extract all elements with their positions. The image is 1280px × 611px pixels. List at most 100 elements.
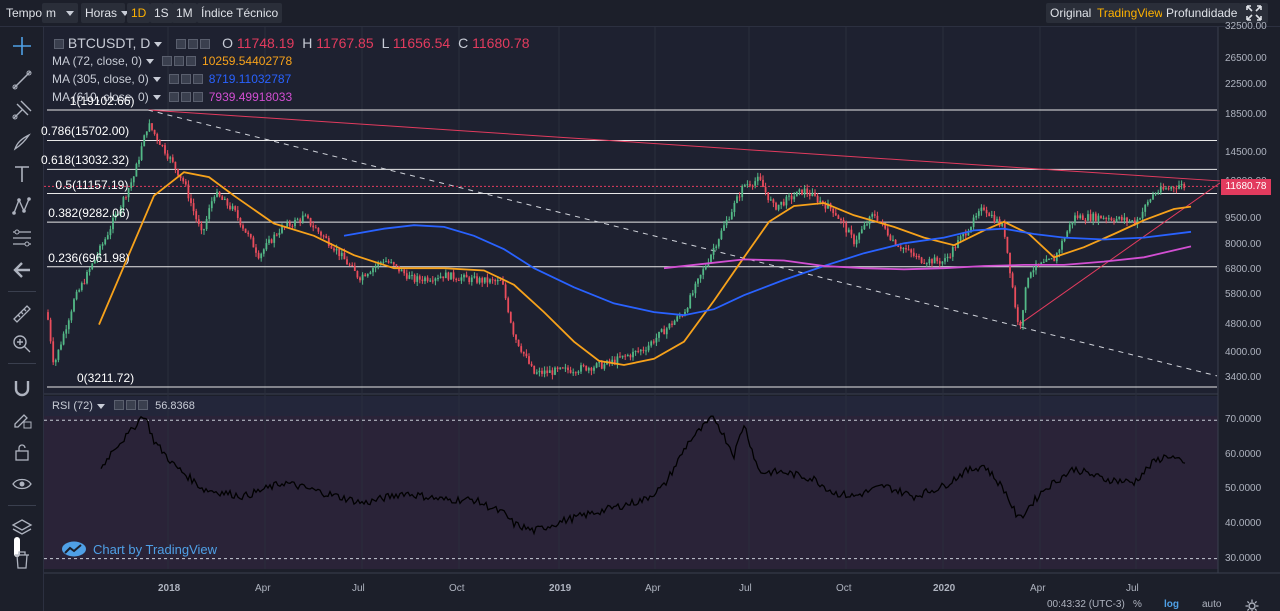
tradingview-watermark[interactable]: Chart by TradingView <box>61 540 217 560</box>
candle-body <box>941 261 944 264</box>
candle-body <box>416 276 419 282</box>
eye-icon[interactable] <box>11 473 33 495</box>
view-depth-button[interactable]: Profundidade <box>1162 3 1242 23</box>
candle-body <box>439 276 442 279</box>
zoom-icon[interactable] <box>11 333 33 355</box>
candle-body <box>684 311 686 316</box>
chart-area[interactable]: BTCUSDT, D O 11748.19 H 11767.85 L 11656.5… <box>41 21 1280 611</box>
candle-body <box>1123 217 1126 221</box>
candle-body <box>307 215 309 218</box>
ma610-line <box>663 245 1192 271</box>
candle-body <box>541 370 543 374</box>
rsi-axis-tick: 30.0000 <box>1225 552 1262 564</box>
candle-body <box>954 247 957 249</box>
rsi-label[interactable]: RSI (72) <box>52 400 93 412</box>
trendline-icon[interactable] <box>11 69 33 91</box>
candle-body <box>603 364 606 369</box>
candle-body <box>231 206 234 210</box>
candle-body <box>767 192 770 201</box>
symbol-label[interactable]: BTCUSDT, D <box>67 35 151 51</box>
pencil-lock-icon[interactable] <box>11 409 33 431</box>
ma-legend-row[interactable]: MA (610, close, 0) 7939.49918033 <box>52 89 292 105</box>
ma-legend-buttons[interactable] <box>167 90 203 104</box>
candle-body <box>273 234 276 243</box>
candle-body <box>122 197 125 207</box>
candle-body <box>707 262 710 267</box>
candle-body <box>195 211 198 220</box>
ma-legend-buttons[interactable] <box>160 54 197 68</box>
price-chart-canvas[interactable] <box>44 27 1280 611</box>
technical-index-button[interactable]: Índice Técnico <box>197 3 283 23</box>
chevron-down-icon[interactable] <box>152 95 161 101</box>
candle-body <box>1183 184 1186 188</box>
candle-body <box>314 227 317 229</box>
ma-legend-row[interactable]: MA (305, close, 0) 8719.11032787 <box>52 71 291 87</box>
candle-body <box>507 298 510 313</box>
back-arrow-icon[interactable] <box>11 259 33 281</box>
ohlc-item: O 11748.19 <box>222 35 295 51</box>
candle-body <box>897 245 900 247</box>
candle-body <box>476 276 478 283</box>
symbol-icon <box>54 39 64 49</box>
chevron-down-icon[interactable] <box>96 403 105 409</box>
trash-icon[interactable] <box>11 549 33 571</box>
candle-body <box>418 276 421 280</box>
candle-body <box>377 262 380 266</box>
candle-body <box>561 367 564 369</box>
candle-body <box>1172 187 1175 189</box>
log-toggle[interactable]: log <box>1164 599 1179 610</box>
view-tradingview-button[interactable]: TradingView <box>1093 3 1168 23</box>
gear-icon[interactable] <box>1245 599 1259 611</box>
candle-body <box>223 198 226 200</box>
pattern-icon[interactable] <box>11 195 33 217</box>
legend-buttons[interactable] <box>174 35 211 51</box>
ruler-icon[interactable] <box>11 303 33 325</box>
candle-body <box>759 176 762 180</box>
candle-body <box>619 356 621 358</box>
candle-body <box>52 341 55 363</box>
candle-body <box>489 279 491 283</box>
horas-select[interactable]: Horas <box>81 3 130 23</box>
candle-body <box>613 359 616 364</box>
candle-body <box>634 350 637 352</box>
interval-1d-button[interactable]: 1D <box>127 3 151 23</box>
layers-icon[interactable] <box>11 517 33 539</box>
percent-toggle[interactable]: % <box>1133 599 1142 610</box>
fullscreen-button[interactable] <box>1240 3 1268 23</box>
chevron-down-icon[interactable] <box>152 77 161 83</box>
magnet-icon[interactable] <box>11 377 33 399</box>
interval-1s-button[interactable]: 1S <box>150 3 173 23</box>
pitchfork-icon[interactable] <box>11 99 33 121</box>
crosshair-icon[interactable] <box>11 35 33 57</box>
candle-body <box>574 372 577 374</box>
price-axis-tick: 3400.00 <box>1225 372 1262 384</box>
text-icon[interactable] <box>11 163 33 185</box>
candle-body <box>442 276 445 279</box>
interval-1m-button[interactable]: 1M <box>172 3 197 23</box>
candle-body <box>1032 270 1035 273</box>
candle-body <box>1113 220 1115 222</box>
candle-body <box>655 337 658 343</box>
candle-body <box>1136 219 1139 225</box>
fib-icon[interactable] <box>11 227 33 249</box>
candle-body <box>697 278 699 284</box>
candle-body <box>353 265 356 271</box>
time-axis-tick: Jul <box>1126 583 1139 594</box>
candle-body <box>1061 240 1063 250</box>
lock-icon[interactable] <box>11 441 33 463</box>
candle-body <box>741 186 744 198</box>
scroll-handle[interactable] <box>14 537 20 557</box>
candle-body <box>915 255 918 257</box>
candle-body <box>216 191 218 197</box>
chevron-down-icon[interactable] <box>146 59 155 65</box>
candle-body <box>145 131 148 136</box>
chevron-down-icon[interactable] <box>154 41 163 47</box>
brush-icon[interactable] <box>11 131 33 153</box>
ma-legend-row[interactable]: MA (72, close, 0) 10259.54402778 <box>52 53 292 69</box>
view-original-button[interactable]: Original <box>1046 3 1096 23</box>
auto-toggle[interactable]: auto <box>1202 599 1222 610</box>
price-axis-tick: 8000.00 <box>1225 239 1262 251</box>
candle-body <box>1029 272 1032 278</box>
ma-legend-buttons[interactable] <box>167 72 203 86</box>
interval-unit-select[interactable]: m <box>42 3 78 23</box>
